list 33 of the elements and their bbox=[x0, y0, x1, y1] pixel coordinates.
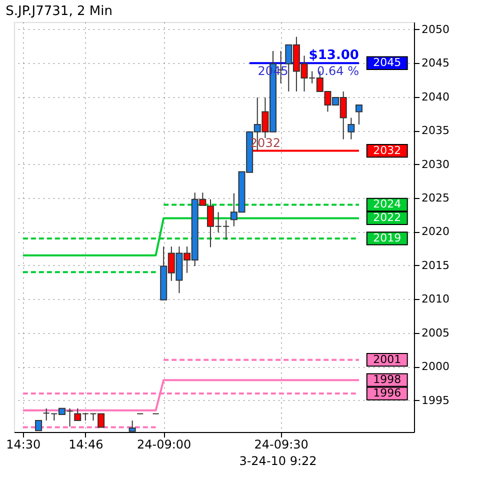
y-tick-label: 2020 bbox=[422, 225, 450, 238]
annotation: 0.64 % bbox=[317, 64, 359, 78]
data-label: 2024 bbox=[373, 198, 402, 211]
data-label: 2032 bbox=[373, 144, 402, 157]
y-tick-label: 2035 bbox=[422, 124, 450, 138]
y-tick-label: 1995 bbox=[422, 394, 450, 407]
candlestick bbox=[355, 104, 362, 125]
chart-title: S.JP.J7731, 2 Min bbox=[6, 4, 112, 19]
y-tick-label: 2050 bbox=[422, 22, 450, 36]
x-tick-label: 24-09:30 bbox=[254, 438, 308, 452]
y-tick-label: 2010 bbox=[422, 292, 450, 306]
y-tick-label: 2005 bbox=[422, 326, 450, 340]
candlestick bbox=[128, 420, 136, 432]
data-label: 2045 bbox=[373, 56, 402, 70]
y-tick-label: 2025 bbox=[422, 192, 450, 205]
y-tick-label: 2000 bbox=[422, 360, 450, 374]
y-tick-label: 2015 bbox=[422, 258, 450, 272]
y-tick-label: 2030 bbox=[422, 158, 450, 171]
y-tick-label: 2040 bbox=[422, 90, 450, 104]
data-label: 1996 bbox=[373, 386, 402, 400]
data-label: 2001 bbox=[373, 352, 402, 366]
candlestick bbox=[42, 408, 50, 422]
annotation: $13.00 bbox=[308, 48, 359, 64]
x-tick-label: 14:46 bbox=[68, 438, 104, 452]
data-label: 2022 bbox=[373, 211, 402, 224]
text: 3-24-10 9:22 bbox=[239, 454, 317, 468]
x-tick-label: 24-09:00 bbox=[136, 438, 192, 452]
y-tick-label: 2045 bbox=[422, 56, 450, 70]
candlestick bbox=[35, 420, 42, 432]
data-label: 2019 bbox=[373, 231, 402, 244]
data-label: 1998 bbox=[373, 373, 402, 386]
x-tick-label: 14:30 bbox=[6, 438, 41, 452]
candlestick bbox=[348, 117, 355, 140]
